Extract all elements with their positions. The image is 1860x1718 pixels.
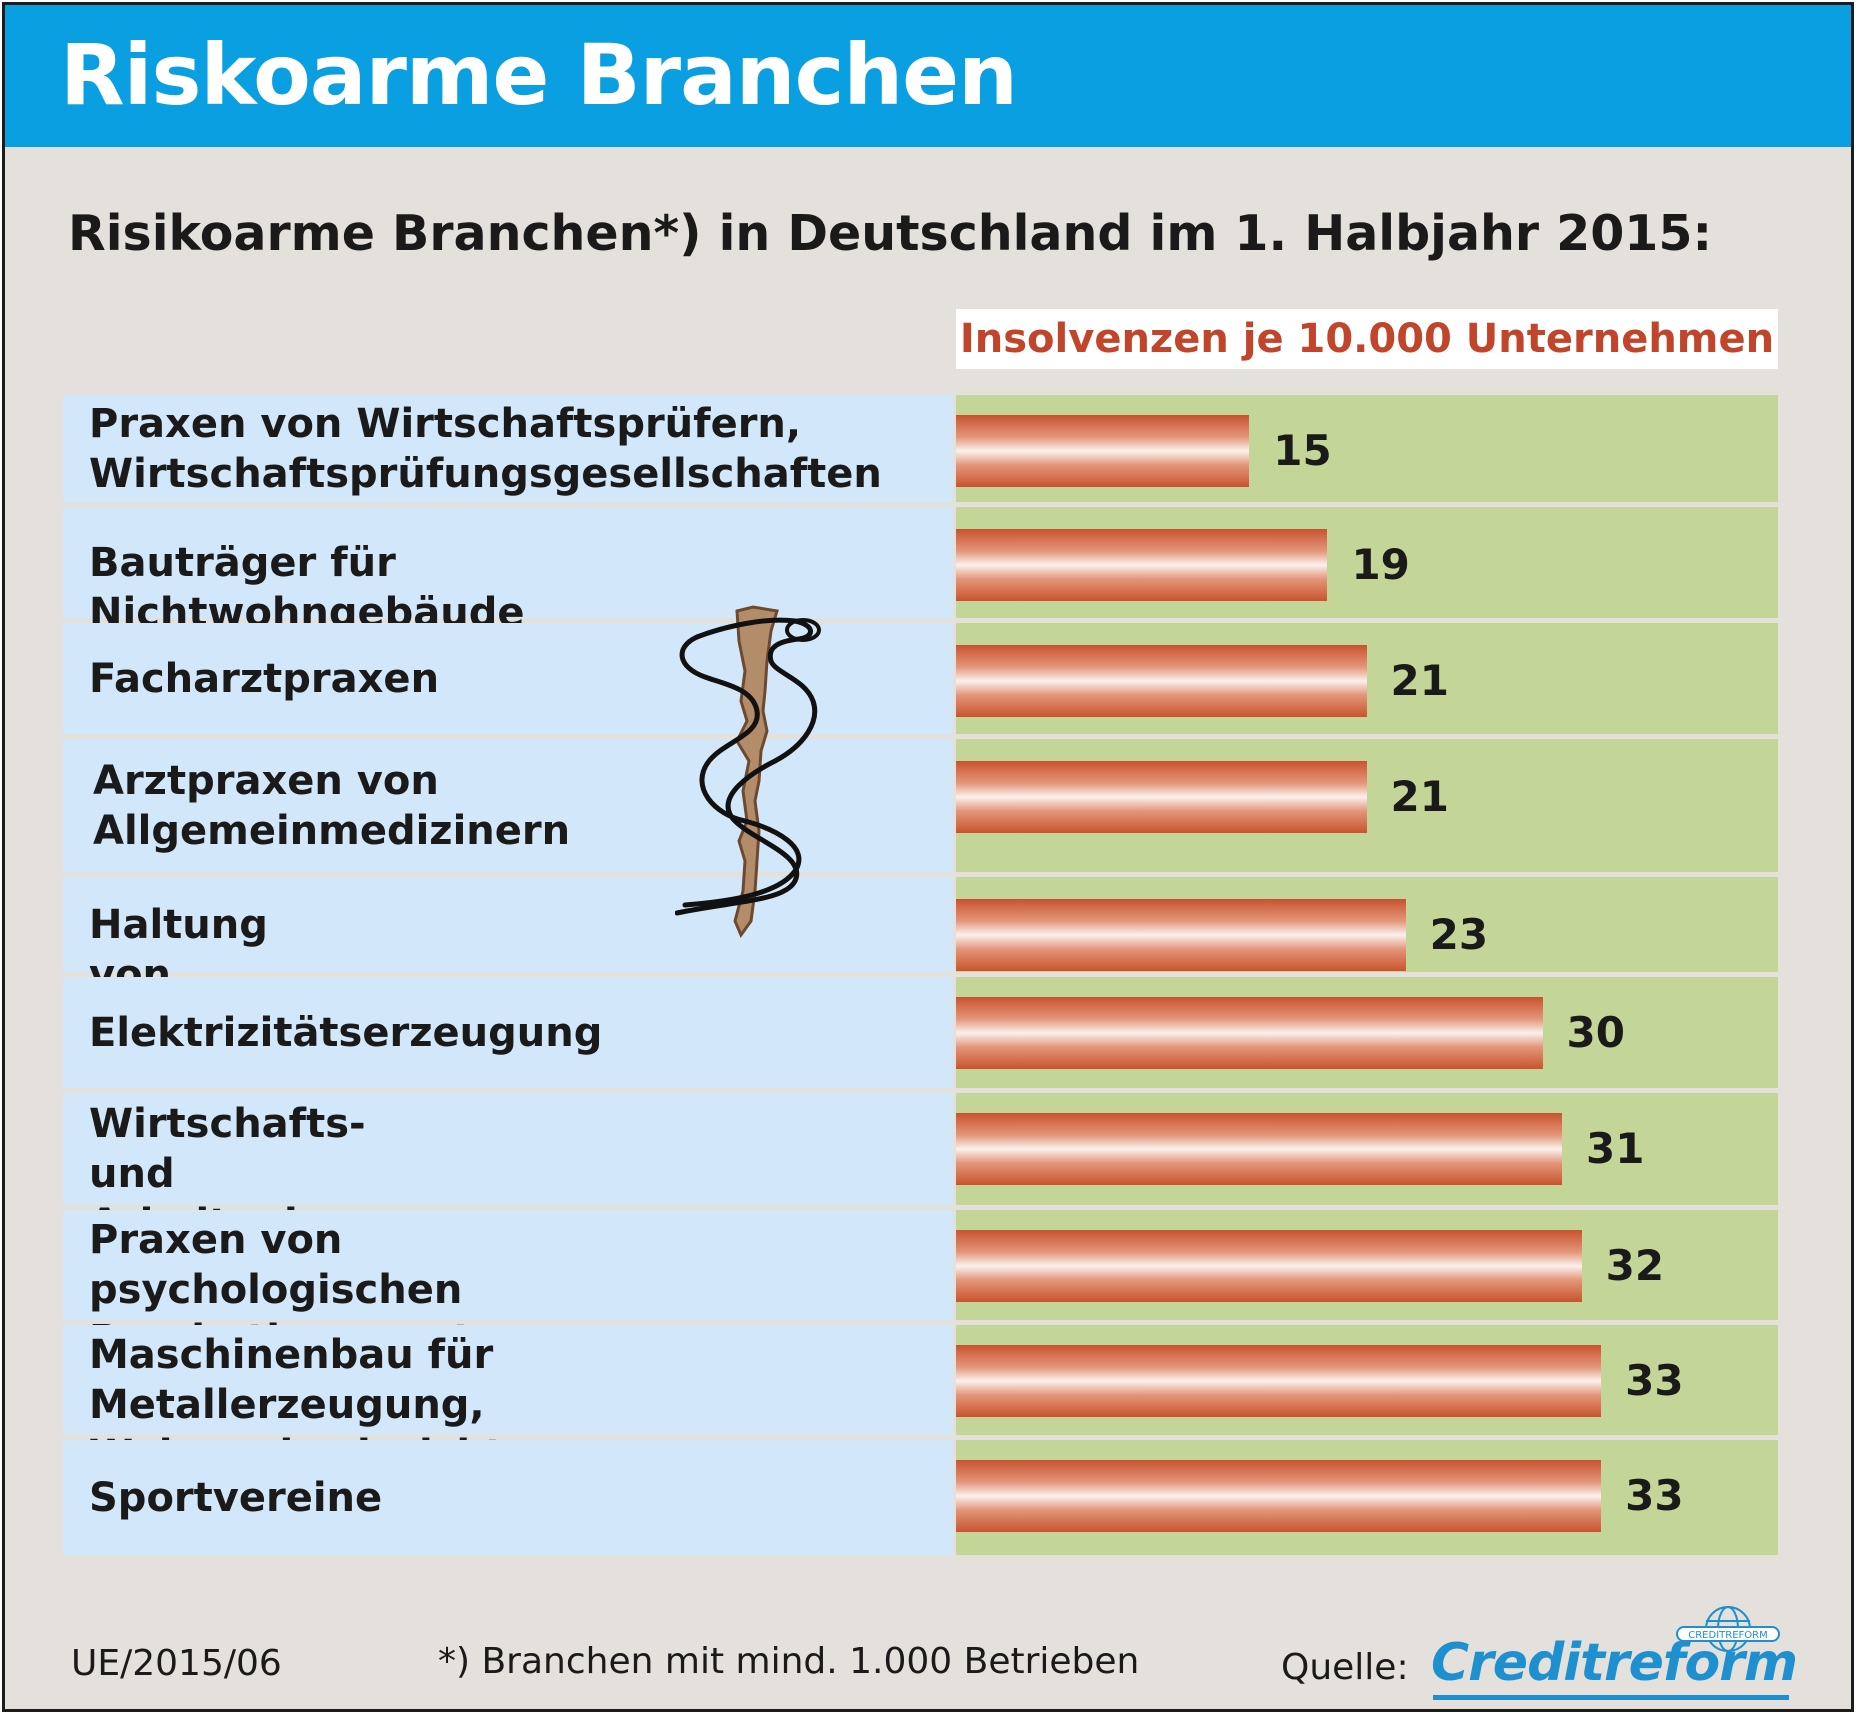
logo-underline — [1433, 1695, 1789, 1700]
row-label-background — [63, 1325, 953, 1435]
header-bar: Riskoarme Branchen — [5, 5, 1851, 147]
row-label-background — [63, 877, 953, 972]
bar — [956, 997, 1543, 1069]
bar — [956, 529, 1328, 601]
aesculapian-staff-icon — [675, 605, 821, 939]
data-label: 32 — [1605, 1241, 1665, 1290]
bar — [956, 1460, 1602, 1532]
category-label: Facharztpraxen — [89, 655, 440, 702]
bar — [956, 415, 1250, 487]
header-title: Riskoarme Branchen — [60, 26, 1018, 124]
data-label: 31 — [1586, 1124, 1645, 1173]
data-label: 19 — [1351, 540, 1410, 589]
category-label: Sportvereine — [89, 1474, 383, 1521]
category-label: Praxen von Wirtschaftsprüfern, Wirtschaf… — [89, 400, 882, 497]
category-label: Elektrizitätserzeugung — [89, 1009, 603, 1056]
unit-label: Insolvenzen je 10.000 Unternehmen — [959, 316, 1775, 362]
globe-icon: CREDITREFORM — [1676, 1606, 1780, 1652]
unit-label-box: Insolvenzen je 10.000 Unternehmen — [956, 309, 1778, 369]
category-label: Arztpraxen von Allgemeinmedizinern — [93, 757, 571, 854]
creditreform-logo: Creditreform — [1431, 1633, 1798, 1693]
data-label: 21 — [1390, 656, 1449, 705]
row-label-background — [63, 977, 953, 1088]
bar — [956, 1230, 1582, 1302]
data-label: 33 — [1625, 1471, 1684, 1520]
row-label-background — [63, 1210, 953, 1320]
data-label: 23 — [1429, 910, 1489, 959]
bar — [956, 1345, 1602, 1417]
bar — [956, 761, 1367, 833]
data-label: 15 — [1273, 426, 1332, 475]
row-label-background — [63, 1093, 953, 1205]
logo-small-text: CREDITREFORM — [1688, 1630, 1767, 1641]
row-label-background — [63, 507, 953, 618]
data-label: 33 — [1625, 1356, 1684, 1405]
row-label-background — [63, 739, 953, 872]
bar — [956, 645, 1367, 717]
row-label-background — [63, 395, 953, 502]
footer-code: UE/2015/06 — [71, 1643, 282, 1684]
data-label: 21 — [1390, 772, 1449, 821]
source-label: Quelle: — [1281, 1647, 1409, 1688]
chart-subtitle: Risikoarme Branchen*) in Deutschland im … — [68, 205, 1713, 262]
data-label: 30 — [1566, 1008, 1625, 1057]
bar — [956, 899, 1406, 971]
footnote: *) Branchen mit mind. 1.000 Betrieben — [438, 1641, 1140, 1682]
row-label-background — [63, 1440, 953, 1555]
bar — [956, 1113, 1563, 1185]
